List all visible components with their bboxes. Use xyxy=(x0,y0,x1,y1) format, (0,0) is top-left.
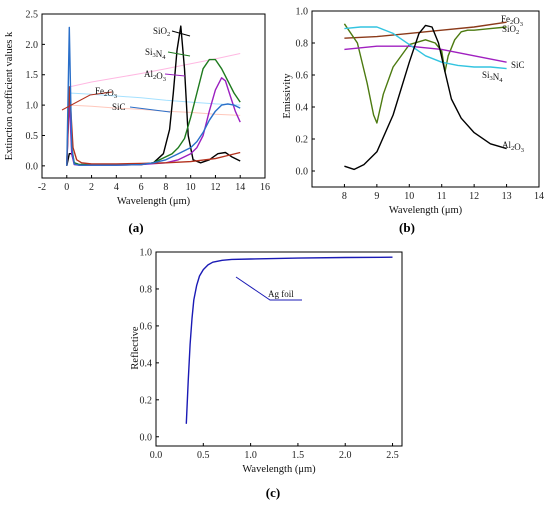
x-tick-label: 2.5 xyxy=(386,450,399,461)
x-tick-label: 1.0 xyxy=(244,450,257,461)
chart-panel-c: 0.0 0.5 1.0 1.5 2.0 2.5 0.0 0.2 0.4 0.6 0.8 1.0 Wave… xyxy=(130,248,403,500)
x-tick-label: 10 xyxy=(404,191,414,202)
series-label: SiO2 xyxy=(502,24,519,36)
panel-label: (b) xyxy=(399,220,415,235)
x-tick-label: 16 xyxy=(260,182,270,193)
series-label: Si3N4 xyxy=(482,70,503,84)
x-axis-label: Wavelength (μm) xyxy=(242,464,316,475)
x-tick-label: 0 xyxy=(64,182,69,193)
x-tick-label: 4 xyxy=(114,182,119,193)
x-tick-label: 6 xyxy=(139,182,144,193)
plot-frame xyxy=(311,10,540,188)
x-tick-label: 12 xyxy=(210,182,220,193)
x-tick-label: 2.0 xyxy=(339,450,352,461)
series-label: Al2O3 xyxy=(144,69,166,83)
series-label: Fe2O3 xyxy=(95,86,117,100)
y-tick-label: 2.0 xyxy=(26,40,39,51)
panel-label: (a) xyxy=(128,220,143,235)
y-axis-label: Emissivity xyxy=(282,73,293,119)
y-axis-label: Reflective xyxy=(130,326,141,369)
panel-label: (c) xyxy=(266,485,280,500)
y-axis-label: Extinction coefficient values k xyxy=(4,31,15,160)
chart-panel-a: -2 0 2 4 6 8 10 12 14 16 0.0 0.5 1.0 1.5 2.0 2.5 Wavelen… xyxy=(4,10,270,236)
x-tick-label: 8 xyxy=(342,191,347,202)
x-tick-label: 13 xyxy=(502,191,512,202)
x-tick-label: 2 xyxy=(89,182,94,193)
plot-frame xyxy=(155,251,403,447)
y-tick-label: 1.0 xyxy=(140,248,153,259)
y-tick-label: 0.0 xyxy=(296,167,309,178)
series-label: SiC xyxy=(112,102,126,112)
y-tick-label: 0.5 xyxy=(26,131,39,142)
y-tick-label: 1.0 xyxy=(26,101,39,112)
y-tick-label: 2.5 xyxy=(26,10,39,21)
y-tick-label: 1.5 xyxy=(26,70,39,81)
series-line-ag foil xyxy=(185,256,393,424)
series-line-sic xyxy=(344,45,507,63)
x-tick-label: 11 xyxy=(437,191,447,202)
series-label: Si3N4 xyxy=(145,47,166,61)
y-tick-label: 0.8 xyxy=(140,284,153,295)
chart-panel-b: 8 9 10 11 12 13 14 0.0 0.2 0.4 0.6 0.8 1.0 Wavelength… xyxy=(282,7,544,236)
series-leader-line xyxy=(164,73,186,77)
series-line-sio2 xyxy=(343,23,507,124)
y-tick-label: 0.4 xyxy=(296,103,309,114)
x-tick-label: 0.0 xyxy=(150,450,163,461)
y-tick-label: 0.6 xyxy=(140,321,153,332)
x-tick-label: 10 xyxy=(186,182,196,193)
y-tick-label: 0.2 xyxy=(140,395,153,406)
y-tick-label: 0.8 xyxy=(296,39,309,50)
series-line-fe2o3 xyxy=(344,21,507,39)
y-tick-label: 0.4 xyxy=(140,358,153,369)
plot-frame xyxy=(41,13,266,179)
series-line-si3n4 xyxy=(344,26,507,70)
x-tick-label: 1.5 xyxy=(292,450,305,461)
series-label: SiC xyxy=(511,60,525,70)
series-label: Fe2O3 xyxy=(501,14,523,28)
y-tick-label: 0.0 xyxy=(140,432,153,443)
x-tick-label: 0.5 xyxy=(197,450,210,461)
series-leader-line xyxy=(171,30,191,37)
x-tick-label: 14 xyxy=(235,182,245,193)
series-leader-line xyxy=(61,91,113,111)
y-tick-label: 0.2 xyxy=(296,135,309,146)
series-leader-line xyxy=(235,276,302,301)
series-label: SiO2 xyxy=(153,26,170,38)
series-label: Ag foil xyxy=(268,289,294,299)
x-axis-label: Wavelength (μm) xyxy=(389,205,463,216)
x-tick-label: 8 xyxy=(163,182,168,193)
series-label: Al2O3 xyxy=(502,140,524,154)
y-tick-label: 0.6 xyxy=(296,71,309,82)
y-tick-label: 1.0 xyxy=(296,7,309,18)
series-line-al2o3 xyxy=(344,24,507,171)
y-tick-label: 0.0 xyxy=(26,161,39,172)
x-tick-label: 9 xyxy=(374,191,379,202)
series-line-si3n4 xyxy=(66,58,241,166)
series-leader-line xyxy=(129,106,171,113)
series-leader-line xyxy=(167,51,191,57)
series-line-al2o3 xyxy=(66,77,241,166)
x-axis-label: Wavelength (μm) xyxy=(117,196,191,207)
series-line-sic xyxy=(66,26,241,166)
x-tick-label: 12 xyxy=(469,191,479,202)
x-tick-label: -2 xyxy=(38,182,46,193)
x-tick-label: 14 xyxy=(534,191,544,202)
